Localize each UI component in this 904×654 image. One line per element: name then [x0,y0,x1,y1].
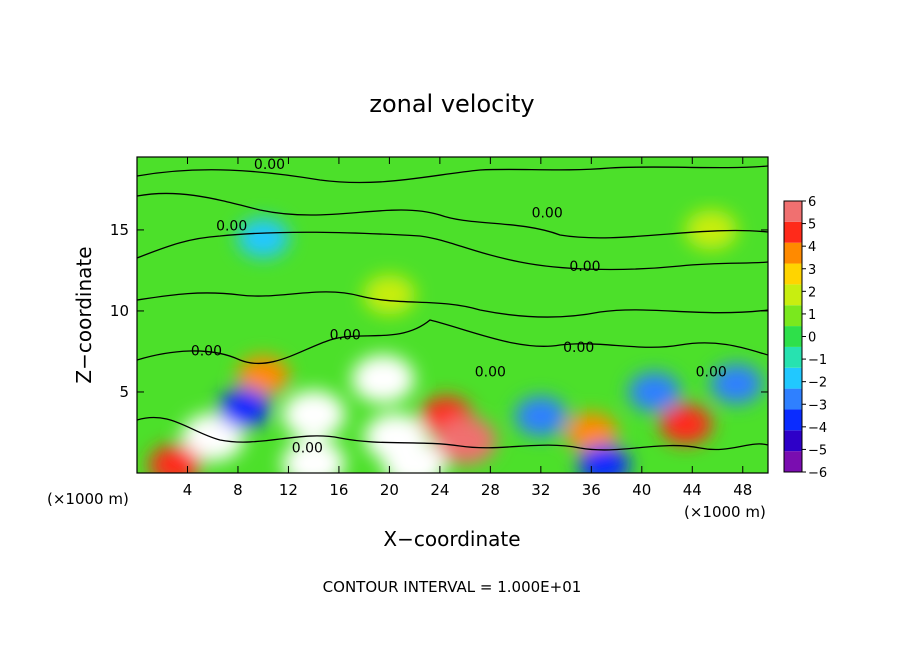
contour-label: 0.00 [569,259,600,275]
colorbar-tick-label: −6 [808,466,827,481]
colorbar-segment [784,263,802,285]
x-tick-label: 12 [279,481,298,499]
x-unit-right: (×1000 m) [684,503,766,521]
x-tick-label: 24 [430,481,449,499]
colorbar-tick-label: 1 [808,308,816,323]
contour-label: 0.00 [696,365,727,381]
contour-line [137,165,768,184]
colorbar-tick-label: 2 [808,285,816,300]
field-feature [363,274,416,315]
field-feature [514,396,567,437]
x-tick-label: 48 [733,481,752,499]
x-tick-label: 32 [531,481,550,499]
contour-line [137,231,768,271]
plot-frame [136,156,769,474]
y-axis: 5 10 15 [110,221,768,401]
field-feature [282,390,345,439]
field-feature [282,439,345,473]
colorbar-segment [784,451,802,472]
contour-label: 0.00 [292,441,323,457]
colorbar-segment [784,346,802,368]
colorbar-segment [784,430,802,452]
colorbar-tick-label: −5 [808,443,827,458]
colorbar-segment [784,367,802,389]
contour-label: 0.00 [475,365,506,381]
colorbar-segment [784,242,802,264]
colorbar-tick-label: −4 [808,421,827,436]
chart-title: zonal velocity [369,90,534,118]
velocity-field [148,209,763,473]
contour-line [137,416,768,451]
colorbar-tick-label: 6 [808,195,816,210]
colorbar-tick-label: 5 [808,218,816,233]
y-tick-label: 10 [110,302,129,320]
colorbar-segment [784,221,802,243]
y-axis-title: Z−coordinate [72,246,96,383]
colorbar-tick-label: −2 [808,376,827,391]
colorbar-segment [784,305,802,327]
colorbar-tick-label: 4 [808,240,816,255]
contour-label: 0.00 [216,219,247,235]
contour-label: 0.00 [532,206,563,222]
field-feature [237,355,290,396]
x-axis-title: X−coordinate [383,527,520,551]
colorbar-tick-label: −1 [808,353,827,368]
field-feature [383,440,446,473]
x-tick-label: 44 [683,481,702,499]
field-feature [148,444,201,473]
field-feature [351,355,415,404]
contour-interval-note: CONTOUR INTERVAL = 1.000E+01 [323,578,582,596]
x-axis: 4 8 12 16 20 24 28 32 36 40 44 48 [183,157,752,499]
plot-area: 0.000.000.000.000.000.000.000.000.000.00… [110,156,769,499]
field-feature [628,371,681,412]
contour-line [137,291,768,318]
field-feature [565,412,618,453]
x-tick-label: 4 [183,481,193,499]
colorbar-tick-label: −3 [808,398,827,413]
field-feature [218,388,271,429]
x-tick-label: 16 [329,481,348,499]
x-unit-left: (×1000 m) [47,490,129,508]
field-feature [433,416,497,465]
colorbar-segment [784,284,802,306]
colorbar: 6 5 4 3 2 1 0 −1 −2 −3 −4 −5 −6 [783,195,827,481]
contour-label: 0.00 [563,340,594,356]
colorbar-segment [784,388,802,410]
zero-contours [137,165,768,451]
x-tick-label: 20 [380,481,399,499]
colorbar-tick-label: 3 [808,263,816,278]
y-tick-label: 5 [119,383,129,401]
colorbar-segment [784,326,802,347]
field-feature [710,363,763,404]
x-tick-label: 28 [481,481,500,499]
contour-label-group: 0.00 0.00 0.00 0.00 0.00 0.00 0.00 0.00 0.00 0.00 [191,157,727,457]
x-tick-label: 8 [233,481,243,499]
colorbar-tick-label: 0 [808,331,816,346]
field-feature [685,209,738,250]
contour-label: 0.00 [330,327,361,343]
field-feature [659,404,712,445]
contour-line [137,192,768,239]
field-feature [237,218,290,259]
y-tick-label: 15 [110,221,129,239]
contour-line [137,319,768,365]
field-feature [577,444,630,473]
x-tick-label: 36 [582,481,601,499]
colorbar-segment [784,409,802,431]
contour-label: 0.00 [254,157,285,173]
x-tick-label: 40 [632,481,651,499]
contour-label: 0.00 [191,343,222,359]
colorbar-segment [784,201,802,222]
